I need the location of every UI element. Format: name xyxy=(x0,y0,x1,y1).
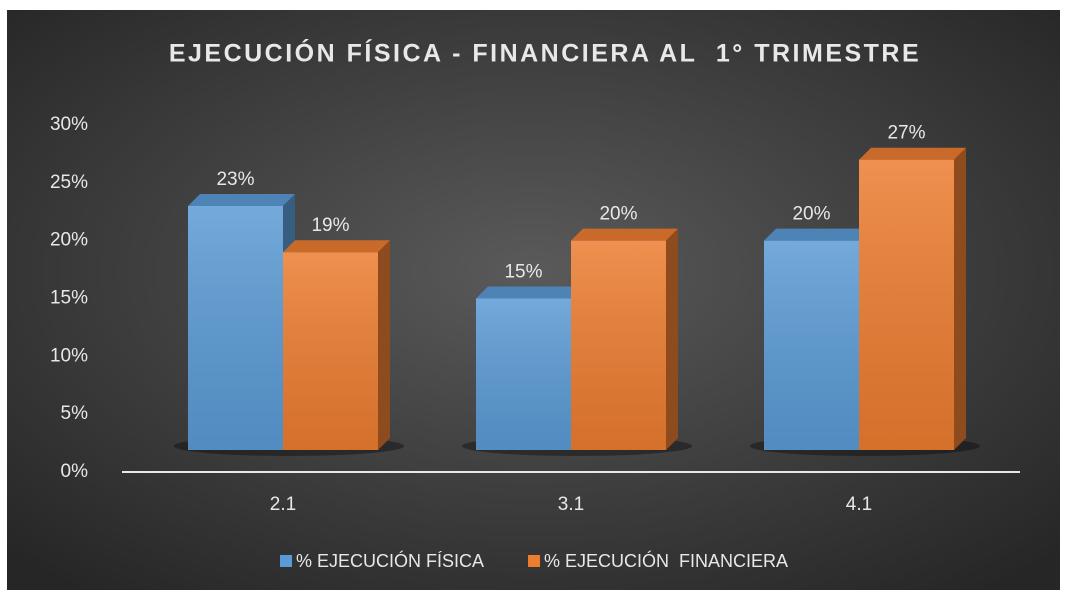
chart-title: EJECUCIÓN FÍSICA - FINANCIERA AL 1° TRIM… xyxy=(169,38,921,68)
bar-shine xyxy=(188,205,283,450)
bar-top xyxy=(188,193,295,206)
data-label: 23% xyxy=(216,169,254,190)
y-tick-label: 10% xyxy=(50,345,88,366)
y-tick-label: 0% xyxy=(61,461,89,482)
data-label: 19% xyxy=(311,215,349,236)
bar-shine xyxy=(283,252,378,450)
bar-top xyxy=(283,240,390,253)
x-tick-label: 2.1 xyxy=(270,494,296,515)
data-label: 20% xyxy=(599,204,637,225)
y-tick-label: 20% xyxy=(50,230,88,251)
legend-swatch xyxy=(280,555,292,567)
data-label: 15% xyxy=(504,262,542,283)
y-tick-label: 30% xyxy=(50,114,88,135)
bar-top xyxy=(476,286,583,299)
legend-label: % EJECUCIÓN FINANCIERA xyxy=(544,550,788,571)
bar-side xyxy=(378,240,390,450)
data-label: 20% xyxy=(792,204,830,225)
bar-side xyxy=(666,228,678,450)
bar xyxy=(859,147,966,450)
bar-top xyxy=(859,147,966,160)
bar-top xyxy=(571,228,678,241)
y-tick-label: 15% xyxy=(50,288,88,309)
x-tick-label: 3.1 xyxy=(558,494,584,515)
data-label: 27% xyxy=(887,123,925,144)
bar xyxy=(283,240,390,450)
bar-top xyxy=(764,228,871,241)
bar-shine xyxy=(476,298,571,450)
bar-shine xyxy=(571,240,666,450)
bar xyxy=(764,228,871,450)
x-tick-label: 4.1 xyxy=(846,494,872,515)
y-tick-label: 5% xyxy=(61,403,89,424)
y-tick-label: 25% xyxy=(50,172,88,193)
bar xyxy=(571,228,678,450)
bar-shine xyxy=(859,159,954,450)
bar-side xyxy=(954,147,966,450)
legend-label: % EJECUCIÓN FÍSICA xyxy=(296,550,484,571)
bar-shine xyxy=(764,240,859,450)
bar xyxy=(188,193,295,450)
bar xyxy=(476,286,583,450)
legend-swatch xyxy=(528,555,541,567)
